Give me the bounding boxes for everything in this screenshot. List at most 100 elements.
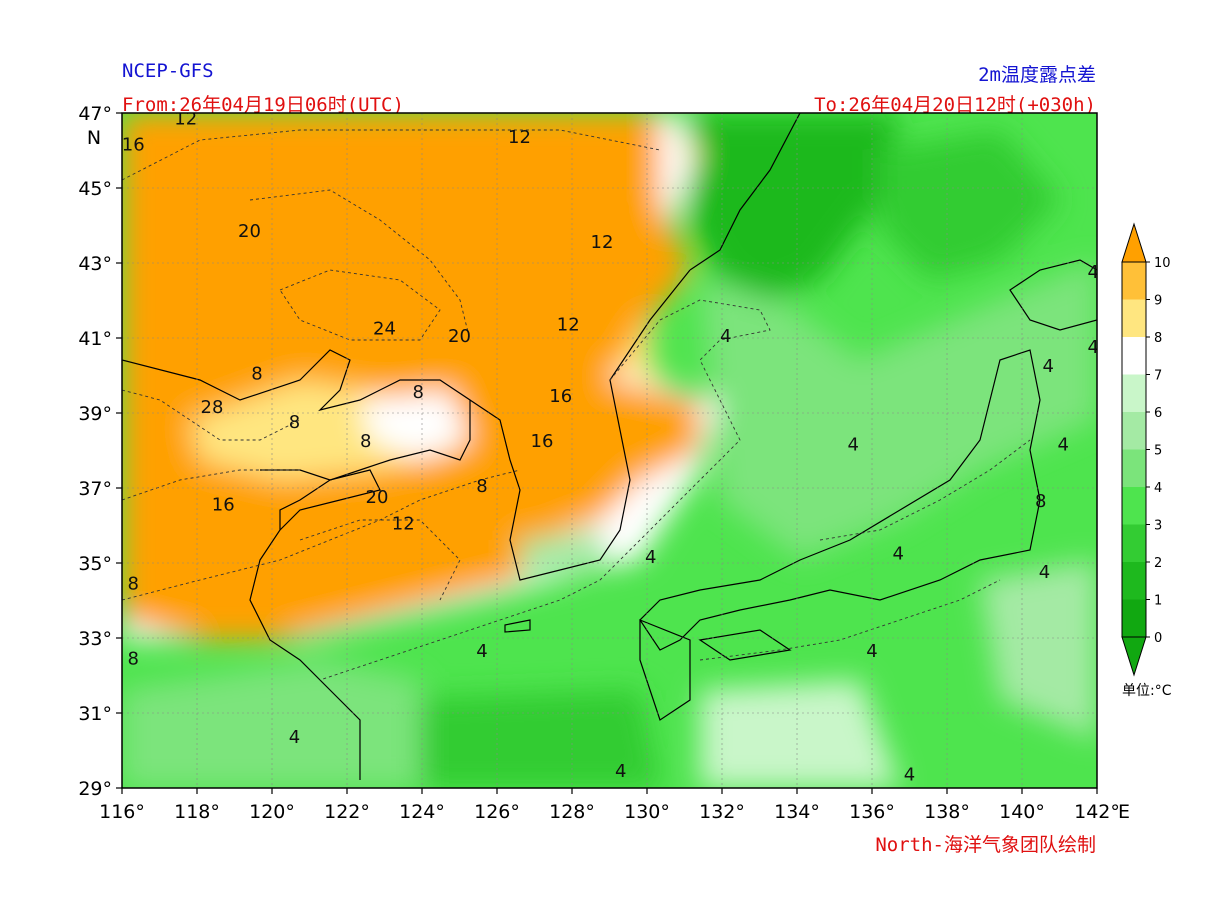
orange-land [122,113,700,640]
lat-tick-label: 31° [78,703,112,725]
contour-12 [122,129,661,181]
contour-4-south [699,579,1001,661]
contour-label: 12 [174,108,197,129]
contour-label: 12 [508,127,531,148]
init-time: From:26年04月19日06时(UTC) [122,94,404,116]
colorbar-segment [1122,262,1146,300]
lon-tick-label: 140° [999,801,1045,823]
contour-label: 4 [848,435,859,456]
colorbar-segment [1122,299,1146,337]
colorbar-label: 2 [1154,556,1162,571]
east-china-sea-dark [380,690,660,788]
contour-label: 4 [1039,562,1050,583]
colorbar-label: 3 [1154,519,1162,534]
contour-lines [122,129,1031,681]
contour-4-sea [319,299,771,681]
contour-label: 8 [128,648,139,669]
contour-label: 12 [591,232,614,253]
colorbar-unit: 单位:°C [1122,683,1172,699]
colorbar-label: 1 [1154,594,1162,609]
lon-tick-label: 134° [774,801,820,823]
contour-label: 4 [615,761,626,782]
contour-label: 4 [1088,262,1099,283]
contour-label: 24 [373,318,396,339]
credit-label: North-海洋气象团队绘制 [875,834,1096,856]
contour-label: 4 [1043,356,1054,377]
contour-label: 8 [1035,491,1046,512]
sea-green-dark-2 [880,130,1060,280]
contour-label: 8 [289,412,300,433]
colorbar-label: 5 [1154,444,1162,459]
russia-coast [689,113,801,271]
pacific-light [980,560,1097,740]
contour-label: 16 [549,386,572,407]
lon-tick-label: 138° [924,801,970,823]
axis-ticks [116,112,1098,794]
lat-tick-label: 39° [78,403,112,425]
contour-28 [122,389,301,441]
axis-labels: 116° 118° 120° 122° 124° 126° 128° 130° 132° 134°… [78,103,1130,823]
colorbar-label: 9 [1154,294,1162,309]
contour-label: 12 [392,513,415,534]
kyushu [639,619,691,721]
sea-green-light [700,260,1097,560]
contour-label: 8 [128,573,139,594]
bohai-white [360,390,470,460]
contour-label: 4 [893,543,904,564]
contour-label: 8 [476,476,487,497]
contour-label: 28 [201,397,224,418]
contour-4-japan [819,439,1031,541]
colorbar-segment [1122,337,1146,375]
lon-tick-label: 122° [324,801,370,823]
contour-8 [122,469,521,601]
colorbar-label: 10 [1154,256,1171,271]
lat-tick-label: 45° [78,178,112,200]
valid-time: To:26年04月20日12时(+030h) [814,94,1096,116]
contour-label: 12 [557,315,580,336]
coastlines [122,113,1097,780]
lon-tick-label: 136° [849,801,895,823]
contour-label: 16 [122,135,145,156]
lon-tick-label: 126° [474,801,520,823]
contour-label: 4 [476,641,487,662]
model-name: NCEP-GFS [122,60,214,82]
colorbar-label: 7 [1154,369,1162,384]
korea-coast [469,269,691,581]
sea-green-dark [690,113,900,300]
korea-south-green [520,530,610,580]
lat-tick-label: 35° [78,553,112,575]
colorbar: 0 1 2 3 4 5 6 7 8 9 10 [1121,222,1171,677]
lon-tick-label: 130° [624,801,670,823]
colorbar-segment [1122,449,1146,487]
colorbar-segment [1122,412,1146,450]
contour-label: 20 [366,487,389,508]
contour-16 [122,469,300,501]
hokkaido [1009,259,1097,331]
contour-label: 16 [212,495,235,516]
lon-tick-label: 116° [99,801,145,823]
lon-tick-label: 118° [174,801,220,823]
lon-tick-label: 120° [249,801,295,823]
lon-suffix: E [1118,801,1130,823]
china-coast [122,349,471,780]
lat-tick-label: 37° [78,478,112,500]
lat-tick-label: 33° [78,628,112,650]
map-frame [121,112,1098,789]
colorbar-over-arrow [1121,222,1147,263]
shikoku [698,629,792,661]
colorbar-segment [1122,562,1146,600]
colorbar-segment [1122,524,1146,562]
field-regions [122,113,1097,788]
contour-label: 20 [238,221,261,242]
lon-tick-label: 132° [699,801,745,823]
colorbar-segment [1122,374,1146,412]
lat-suffix: N [87,127,101,149]
contour-label: 4 [720,326,731,347]
contour-label: 4 [1058,435,1069,456]
lon-tick-label: 142° [1074,801,1120,823]
lat-tick-label: 43° [78,253,112,275]
contour-label: 4 [289,727,300,748]
